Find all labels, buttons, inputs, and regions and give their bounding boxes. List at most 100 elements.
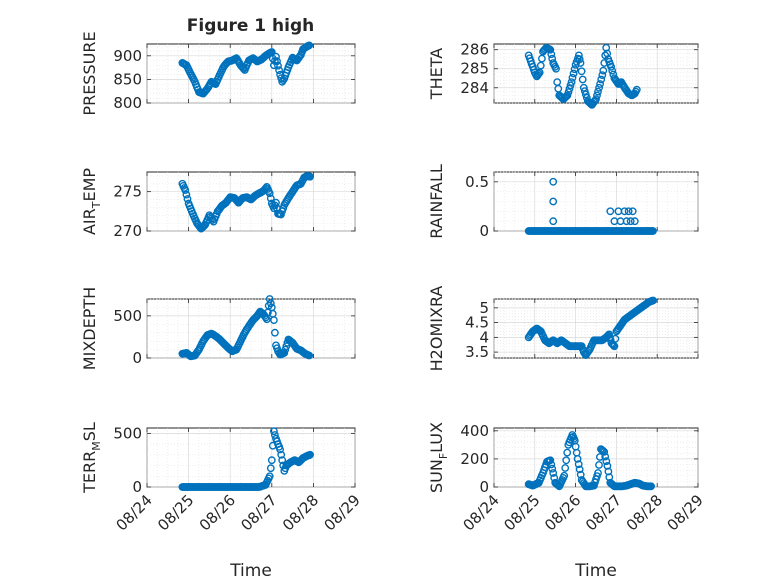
data-point	[647, 482, 655, 491]
data-point	[562, 456, 571, 465]
data-point	[552, 64, 560, 73]
data-point	[305, 351, 314, 360]
data-point	[578, 75, 587, 84]
y-tick-label: 0.5	[465, 173, 489, 191]
plot-area	[146, 427, 356, 488]
data-point	[269, 427, 278, 436]
data-point	[601, 452, 610, 461]
data-point	[275, 66, 283, 75]
data-point	[266, 464, 275, 473]
data-point	[595, 83, 603, 92]
data-point	[564, 88, 573, 97]
data-point	[597, 75, 606, 84]
data-point	[565, 84, 574, 93]
data-point	[592, 95, 600, 104]
data-point	[553, 480, 562, 489]
data-point	[626, 217, 635, 226]
data-point	[570, 65, 579, 74]
data-point	[547, 460, 556, 469]
data-point	[606, 207, 615, 216]
x-tick-label: 08/27	[237, 491, 280, 534]
data-point	[182, 190, 191, 199]
data-point	[573, 454, 582, 463]
data-point	[594, 469, 602, 477]
x-tick-label: 08/25	[500, 491, 543, 534]
data-point	[306, 450, 314, 459]
y-tick-label: 0	[132, 349, 142, 367]
data-point	[273, 57, 281, 66]
data-point	[649, 227, 657, 235]
data-point	[593, 91, 601, 100]
data-point	[270, 328, 279, 337]
data-point	[276, 445, 284, 454]
y-tick-label: 0	[479, 478, 489, 496]
y-tick-label: 275	[113, 183, 142, 201]
data-point	[598, 446, 606, 454]
x-tick-label: 08/28	[279, 491, 322, 534]
y-tick-label: 500	[113, 424, 142, 442]
x-tick-label: 08/28	[623, 491, 666, 534]
y-tick-label: 3.5	[465, 343, 489, 361]
data-point	[546, 456, 555, 465]
plot-area	[146, 43, 356, 104]
x-tick-label: 08/29	[664, 491, 707, 534]
x-tick-label: 08/27	[582, 491, 625, 534]
data-point	[272, 198, 280, 207]
data-point	[549, 197, 558, 206]
data-point	[274, 61, 282, 70]
x-tick-label: 08/25	[154, 491, 197, 534]
data-point	[630, 217, 639, 226]
y-tick-label: 270	[113, 222, 142, 240]
data-point	[534, 69, 543, 78]
y-tick-label: 285	[460, 60, 489, 78]
data-point	[265, 472, 274, 481]
data-point	[563, 448, 572, 457]
data-point	[549, 469, 558, 477]
data-point	[576, 470, 585, 479]
data-point	[282, 342, 291, 351]
y-axis-label: THETA	[427, 48, 446, 100]
x-tick-label: 08/26	[541, 491, 584, 534]
y-axis-label: TERRMSL	[80, 422, 103, 494]
y-tick-label: 284	[460, 79, 489, 97]
subplot-rainfall: 0 0.5 RAINFALL	[427, 164, 699, 240]
y-axis-label: SUNFLUX	[427, 422, 450, 493]
x-tick-label: 08/29	[321, 491, 364, 534]
y-tick-label: 500	[113, 307, 142, 325]
data-point	[581, 90, 590, 99]
figure-title: Figure 1 high	[187, 16, 315, 36]
data-point	[549, 217, 558, 226]
data-point	[596, 453, 604, 461]
data-point	[266, 299, 275, 308]
subplot-mixdepth: 0 500 MIXDEPTH	[80, 287, 356, 370]
data-point	[574, 460, 583, 469]
data-point	[600, 447, 609, 456]
data-point	[563, 91, 572, 100]
y-tick-label: 4.5	[465, 314, 489, 332]
y-axis-label: MIXDEPTH	[80, 287, 99, 370]
data-point	[560, 471, 569, 480]
data-point	[575, 465, 584, 474]
y-tick-label: 200	[460, 450, 489, 468]
data-point	[269, 316, 278, 324]
x-tick-label: 08/24	[113, 491, 156, 534]
subplot-air-temp: 270 275 AIRTEMP	[80, 168, 356, 240]
data-point	[622, 217, 631, 226]
data-point	[610, 342, 619, 351]
data-point	[599, 66, 608, 75]
data-point	[265, 189, 274, 198]
data-point	[602, 457, 611, 466]
data-point	[566, 81, 575, 90]
data-point	[595, 461, 603, 469]
y-axis-label: AIRTEMP	[80, 168, 103, 235]
data-point	[265, 295, 274, 303]
data-point	[277, 450, 286, 459]
data-point	[628, 207, 637, 216]
data-point	[594, 87, 602, 96]
data-point	[567, 78, 576, 87]
data-point	[632, 85, 641, 94]
data-point	[620, 207, 629, 216]
